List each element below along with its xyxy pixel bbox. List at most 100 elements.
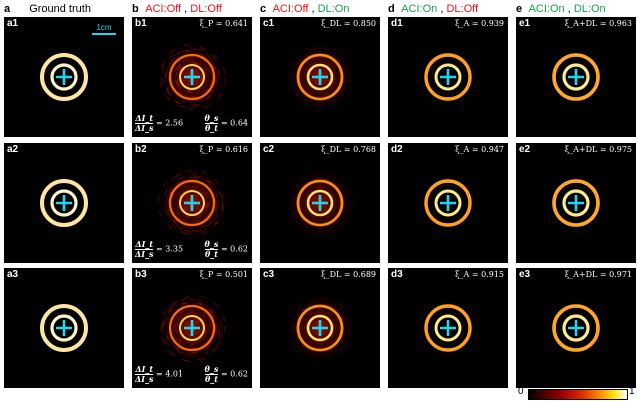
crosshair-icon <box>184 195 200 211</box>
ratio-denominator: θ_t <box>204 374 218 384</box>
header-sep: , <box>184 3 188 15</box>
angle-ratio: θ_s θ_t = 0.62 <box>204 365 248 384</box>
crosshair-icon <box>56 69 72 85</box>
fidelity-metric: ξ_A = 0.915 <box>455 270 504 279</box>
panel-label: a3 <box>7 269 19 280</box>
panel-d1: d1 ξ_A = 0.939 <box>388 17 508 137</box>
outer-ring <box>424 179 472 227</box>
target-image <box>552 179 600 227</box>
inner-ring <box>50 189 78 217</box>
speckle-arc <box>160 298 217 355</box>
target-image <box>424 53 472 101</box>
header-aci: ACI:Off <box>272 3 309 15</box>
outer-ring <box>40 179 88 227</box>
panel-label: c3 <box>263 269 275 280</box>
panel-b3: b3 ξ_P = 0.501 ΔI_t ΔI_s = 4.01 θ_s θ_t = 0.6… <box>132 268 252 388</box>
ratio-value: = 3.35 <box>156 244 184 254</box>
inner-ring <box>434 314 462 342</box>
crosshair-icon <box>568 195 584 211</box>
colorbar <box>528 389 628 400</box>
panel-b2: b2 ξ_P = 0.616 ΔI_t ΔI_s = 3.35 θ_s θ_t = 0.6… <box>132 143 252 263</box>
crosshair-icon <box>312 195 328 211</box>
inner-ring <box>50 314 78 342</box>
panel-e3: e3 ξ_A+DL = 0.971 <box>516 268 636 388</box>
fidelity-metric: ξ_P = 0.501 <box>199 270 248 279</box>
inner-ring <box>562 63 590 91</box>
panel-label: b1 <box>135 18 147 29</box>
outer-ring <box>296 304 344 352</box>
speckle-arc <box>164 169 224 229</box>
target-image <box>282 290 358 366</box>
ratio-denominator: ΔI_s <box>135 249 154 259</box>
intensity-ratio: ΔI_t ΔI_s = 3.35 <box>135 240 183 259</box>
header-letter: b <box>132 3 139 15</box>
ratio-denominator: ΔI_s <box>135 374 154 384</box>
target-image <box>154 39 230 115</box>
header-dl: DL:On <box>317 3 350 15</box>
panel-e1: e1 ξ_A+DL = 0.963 <box>516 17 636 137</box>
panel-label: e1 <box>519 18 531 29</box>
target-image <box>40 179 88 227</box>
crosshair-icon <box>184 320 200 336</box>
inner-ring <box>562 314 590 342</box>
ratio-numerator: ΔI_t <box>135 364 154 374</box>
panel-label: b3 <box>135 269 147 280</box>
header-letter: e <box>516 3 523 15</box>
panel-label: d2 <box>391 144 403 155</box>
header-title: Ground truth <box>29 3 91 15</box>
header-c: c ACI:Off , DL:On <box>260 0 349 18</box>
header-sep: , <box>440 3 444 15</box>
speckle-arc <box>165 295 226 356</box>
inner-ring <box>306 63 334 91</box>
header-dl: DL:Off <box>446 3 479 15</box>
header-dl: DL:Off <box>190 3 222 15</box>
crosshair-icon <box>440 195 456 211</box>
speckle-arc <box>160 44 220 103</box>
scale-bar-label: 1cm <box>96 23 112 32</box>
speckle-arc <box>167 48 217 98</box>
header-sep: , <box>567 3 571 15</box>
fidelity-metric: ξ_DL = 0.689 <box>321 270 376 279</box>
panel-label: a2 <box>7 144 19 155</box>
target-image <box>40 304 88 352</box>
panel-label: e3 <box>519 269 531 280</box>
speckle-arc <box>305 63 329 86</box>
ratio-denominator: ΔI_s <box>135 123 154 133</box>
panel-c2: c2 ξ_DL = 0.768 <box>260 143 380 263</box>
panel-a2: a2 <box>4 143 124 263</box>
ratio-numerator: θ_s <box>204 239 219 249</box>
panel-d2: d2 ξ_A = 0.947 <box>388 143 508 263</box>
ratio-value: = 0.64 <box>220 118 248 128</box>
outer-ring <box>296 179 344 227</box>
target-image <box>552 304 600 352</box>
inner-ring <box>306 314 334 342</box>
speckle-arc <box>157 172 219 234</box>
target-image <box>552 53 600 101</box>
panel-label: c1 <box>263 18 275 29</box>
crosshair-icon <box>312 320 328 336</box>
speckle-arc <box>293 177 352 236</box>
panel-label: e2 <box>519 144 531 155</box>
target-image <box>154 165 230 241</box>
panel-label: c2 <box>263 144 275 155</box>
target-image <box>282 165 358 241</box>
crosshair-icon <box>568 69 584 85</box>
ratio-value: = 2.56 <box>156 118 184 128</box>
crosshair-icon <box>56 195 72 211</box>
crosshair-icon <box>312 69 328 85</box>
target-image <box>424 304 472 352</box>
panel-e2: e2 ξ_A+DL = 0.975 <box>516 143 636 263</box>
speckle-arc <box>169 186 208 224</box>
outer-ring <box>168 53 216 101</box>
angle-ratio: θ_s θ_t = 0.62 <box>204 239 248 259</box>
crosshair-icon <box>440 320 456 336</box>
ratio-value: = 0.62 <box>220 369 248 379</box>
header-letter: d <box>388 3 395 15</box>
speckle-arc <box>165 177 224 236</box>
fidelity-metric: ξ_A = 0.947 <box>455 145 504 154</box>
ratio-numerator: θ_s <box>204 113 219 123</box>
header-d: d ACI:On , DL:Off <box>388 0 478 18</box>
scale-bar: 1cm <box>92 23 116 35</box>
inner-ring <box>562 189 590 217</box>
panel-label: d3 <box>391 269 403 280</box>
